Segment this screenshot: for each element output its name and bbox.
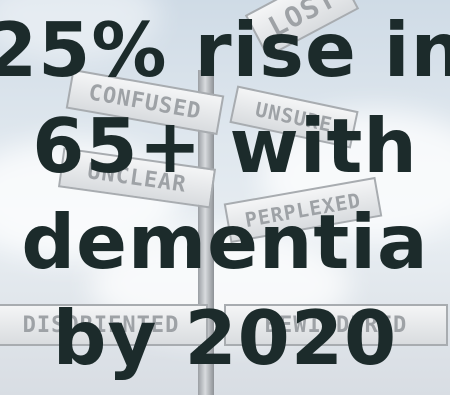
headline-line-3: dementia: [21, 198, 429, 286]
headline-line-4: by 2020: [52, 294, 398, 382]
signpost-sign-bewildered: BEWILDERED: [224, 304, 448, 346]
signpost-sign-disoriented: DISORIENTED: [0, 304, 208, 346]
headline-line-2: 65+ with: [32, 102, 418, 190]
headline-line-1: 25% rise in: [0, 6, 450, 94]
